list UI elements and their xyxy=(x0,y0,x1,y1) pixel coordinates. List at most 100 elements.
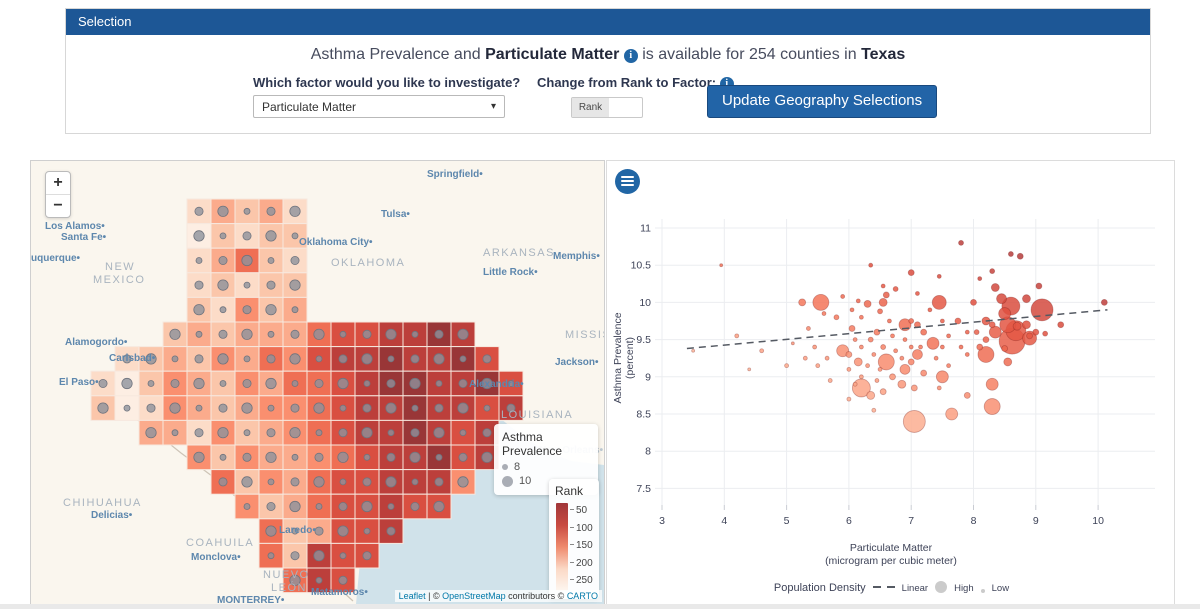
county-bubble[interactable] xyxy=(507,404,515,412)
county-bubble[interactable] xyxy=(339,576,347,584)
county-bubble[interactable] xyxy=(340,405,346,411)
county-bubble[interactable] xyxy=(388,504,394,510)
county-bubble[interactable] xyxy=(220,381,226,387)
scatter-point[interactable] xyxy=(928,308,932,312)
scatter-point[interactable] xyxy=(872,408,876,412)
county-bubble[interactable] xyxy=(219,330,227,338)
scatter-point[interactable] xyxy=(1043,331,1048,336)
scatter-point[interactable] xyxy=(977,344,983,350)
county-bubble[interactable] xyxy=(146,428,156,438)
county-bubble[interactable] xyxy=(218,206,228,216)
scatter-point[interactable] xyxy=(834,315,839,320)
scatter-point[interactable] xyxy=(915,291,919,295)
scatter-point[interactable] xyxy=(1101,299,1107,305)
county-bubble[interactable] xyxy=(316,356,322,362)
county-bubble[interactable] xyxy=(412,479,418,485)
county-bubble[interactable] xyxy=(266,452,276,462)
county-bubble[interactable] xyxy=(508,381,514,387)
county-bubble[interactable] xyxy=(244,504,250,510)
scatter-point[interactable] xyxy=(909,345,913,349)
scatter-point[interactable] xyxy=(720,264,723,267)
scatter-point[interactable] xyxy=(735,334,739,338)
scatter-point[interactable] xyxy=(825,356,829,360)
county-bubble[interactable] xyxy=(267,502,275,510)
county-bubble[interactable] xyxy=(194,452,204,462)
scatter-point[interactable] xyxy=(1027,333,1033,339)
scatter-point[interactable] xyxy=(748,368,751,371)
scatter-point[interactable] xyxy=(909,319,914,324)
county-bubble[interactable] xyxy=(482,378,492,388)
county-bubble[interactable] xyxy=(387,379,395,387)
scatter-point[interactable] xyxy=(859,315,863,319)
scatter-point[interactable] xyxy=(978,277,982,281)
county-bubble[interactable] xyxy=(483,429,491,437)
scatter-point[interactable] xyxy=(989,322,995,328)
scatter-point[interactable] xyxy=(903,410,925,432)
county-bubble[interactable] xyxy=(316,504,322,510)
scatter-point[interactable] xyxy=(971,299,977,305)
scatter-point[interactable] xyxy=(868,337,873,342)
county-bubble[interactable] xyxy=(292,233,298,239)
scatter-point[interactable] xyxy=(974,330,979,335)
county-bubble[interactable] xyxy=(268,258,274,264)
scatter-point[interactable] xyxy=(911,385,917,391)
scatter-point[interactable] xyxy=(940,319,944,323)
scatter-point[interactable] xyxy=(1008,252,1013,257)
scatter-point[interactable] xyxy=(1002,346,1008,352)
scatter-point[interactable] xyxy=(947,334,951,338)
scatter-point[interactable] xyxy=(891,334,895,338)
county-bubble[interactable] xyxy=(362,501,372,511)
county-bubble[interactable] xyxy=(316,577,322,583)
county-bubble[interactable] xyxy=(219,256,227,264)
county-bubble[interactable] xyxy=(244,208,250,214)
county-bubble[interactable] xyxy=(386,477,396,487)
scatter-point[interactable] xyxy=(900,364,910,374)
scatter-point[interactable] xyxy=(874,329,880,335)
scatter-point[interactable] xyxy=(816,364,820,368)
scatter-point[interactable] xyxy=(946,408,958,420)
scatter-point[interactable] xyxy=(853,338,857,342)
county-bubble[interactable] xyxy=(266,378,276,388)
county-bubble[interactable] xyxy=(267,429,275,437)
county-bubble[interactable] xyxy=(268,331,274,337)
scatter-point[interactable] xyxy=(921,370,927,376)
county-bubble[interactable] xyxy=(219,404,227,412)
scatter-point[interactable] xyxy=(869,263,873,267)
county-bubble[interactable] xyxy=(387,453,395,461)
scatter-point[interactable] xyxy=(927,337,939,349)
scatter-point[interactable] xyxy=(900,356,904,360)
county-bubble[interactable] xyxy=(290,280,300,290)
county-bubble[interactable] xyxy=(243,232,251,240)
scatter-point[interactable] xyxy=(937,386,941,390)
county-bubble[interactable] xyxy=(410,378,420,388)
county-bubble[interactable] xyxy=(266,526,276,536)
county-bubble[interactable] xyxy=(338,526,348,536)
county-bubble[interactable] xyxy=(195,207,203,215)
scatter-point[interactable] xyxy=(984,399,1000,415)
county-bubble[interactable] xyxy=(315,453,323,461)
county-bubble[interactable] xyxy=(242,329,252,339)
scatter-point[interactable] xyxy=(850,308,854,312)
scatter-point[interactable] xyxy=(990,269,995,274)
county-bubble[interactable] xyxy=(290,354,300,364)
county-bubble[interactable] xyxy=(364,528,370,534)
scatter-point[interactable] xyxy=(813,294,829,310)
county-bubble[interactable] xyxy=(340,331,346,337)
county-bubble[interactable] xyxy=(98,403,108,413)
scatter-point[interactable] xyxy=(806,326,810,330)
county-bubble[interactable] xyxy=(268,553,274,559)
county-bubble[interactable] xyxy=(458,477,468,487)
scatter-point[interactable] xyxy=(878,367,882,371)
county-bubble[interactable] xyxy=(123,355,131,363)
county-bubble[interactable] xyxy=(363,404,371,412)
scatter-point[interactable] xyxy=(1031,299,1053,321)
scatter-point[interactable] xyxy=(932,295,946,309)
scatter-point[interactable] xyxy=(813,345,817,349)
county-bubble[interactable] xyxy=(436,454,442,460)
county-bubble[interactable] xyxy=(267,355,275,363)
scatter-point[interactable] xyxy=(965,352,969,356)
choropleth-map[interactable] xyxy=(31,161,604,604)
scatter-point[interactable] xyxy=(692,349,695,352)
scatter-point[interactable] xyxy=(898,380,906,388)
county-bubble[interactable] xyxy=(482,452,492,462)
